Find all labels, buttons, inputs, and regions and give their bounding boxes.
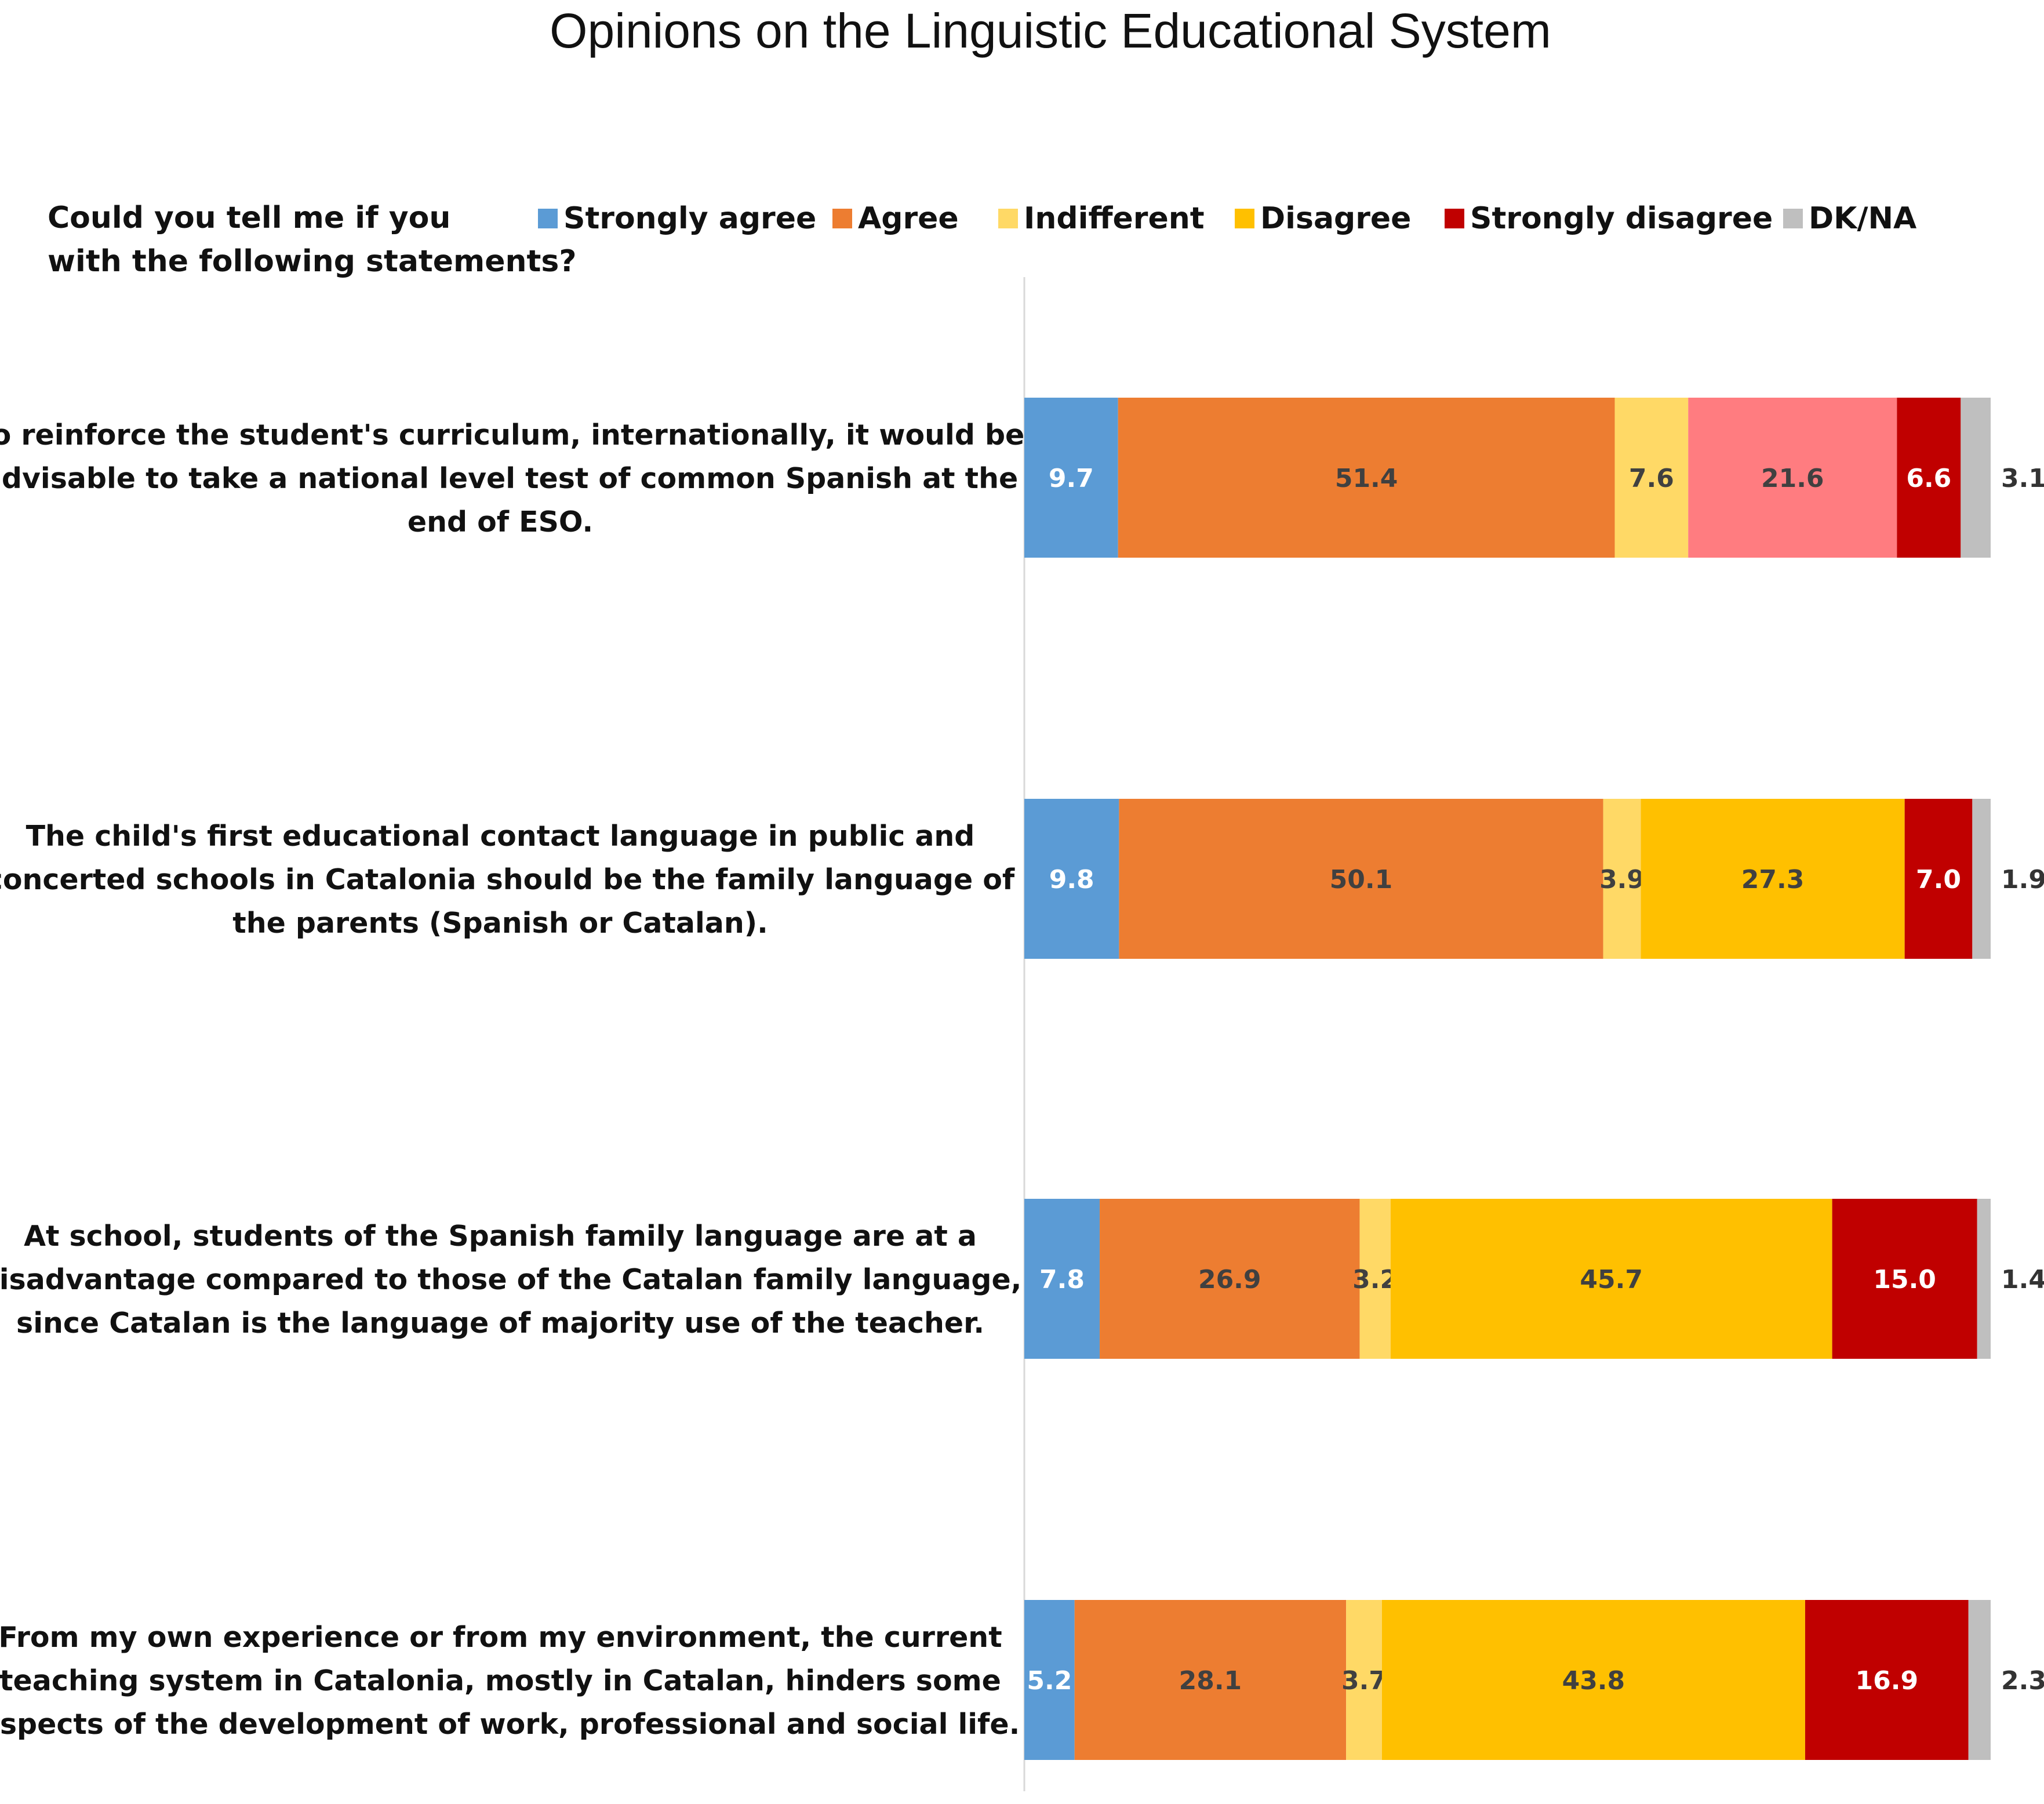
category-label-1-line-1: To reinforce the student's curriculum, i… <box>0 419 1024 452</box>
value-label-1-indifferent: 7.6 <box>1629 464 1674 493</box>
value-label-4-agree: 28.1 <box>1179 1666 1242 1696</box>
bar-segment-3-strongly-disagree <box>1832 1199 1977 1359</box>
value-label-2-dk-na: 1.9 <box>2001 865 2044 894</box>
value-label-1-strongly-disagree: 6.6 <box>1906 464 1951 493</box>
bar-segment-1-strongly-agree <box>1024 398 1118 558</box>
bar-segment-3-dk-na <box>1977 1199 1991 1359</box>
value-label-4-strongly-disagree: 16.9 <box>1856 1666 1919 1696</box>
legend-label-strongly-agree: Strongly agree <box>563 201 816 236</box>
value-label-3-agree: 26.9 <box>1198 1265 1261 1294</box>
bar-segment-2-strongly-disagree <box>1904 799 1973 959</box>
value-label-2-indifferent: 3.9 <box>1599 865 1645 894</box>
bar-segment-4-agree <box>1074 1600 1347 1760</box>
bar-segment-2-disagree <box>1641 799 1905 959</box>
bar-segment-1-disagree <box>1688 398 1897 558</box>
category-label-1-line-2: advisable to take a national level test … <box>0 462 1018 495</box>
category-label-3-line-2: disadvantage compared to those of the Ca… <box>0 1263 1021 1296</box>
value-label-2-disagree: 27.3 <box>1741 865 1805 894</box>
legend-label-strongly-disagree: Strongly disagree <box>1470 201 1773 236</box>
bar-segment-1-agree <box>1118 398 1615 558</box>
bar-segment-3-agree <box>1100 1199 1360 1359</box>
bar-segment-4-disagree <box>1381 1600 1805 1760</box>
value-label-3-strongly-agree: 7.8 <box>1039 1265 1085 1294</box>
bars: To reinforce the student's curriculum, i… <box>0 398 2044 1760</box>
legend-label-agree: Agree <box>858 201 959 236</box>
value-label-4-disagree: 43.8 <box>1562 1666 1625 1696</box>
bar-segment-2-strongly-agree <box>1024 799 1119 959</box>
legend-swatch-strongly-disagree <box>1445 209 1464 228</box>
legend-label-dk-na: DK/NA <box>1809 201 1916 236</box>
legend-swatch-indifferent <box>998 209 1018 228</box>
bar-segment-3-indifferent <box>1359 1199 1391 1359</box>
legend-label-disagree: Disagree <box>1260 201 1411 236</box>
category-label-2-line-1: The child's first educational contact la… <box>26 820 975 853</box>
category-label-4-line-1: From my own experience or from my enviro… <box>0 1621 1002 1654</box>
value-label-3-strongly-disagree: 15.0 <box>1873 1265 1936 1294</box>
category-label-2-line-3: the parents (Spanish or Catalan). <box>232 907 768 940</box>
value-label-1-strongly-agree: 9.7 <box>1049 464 1094 493</box>
value-label-4-dk-na: 2.3 <box>2001 1666 2044 1696</box>
legend-swatch-agree <box>832 209 852 228</box>
bar-segment-1-indifferent <box>1614 398 1689 558</box>
category-label-3-line-3: since Catalan is the language of majorit… <box>16 1307 984 1340</box>
bar-segment-4-strongly-agree <box>1024 1600 1075 1760</box>
category-label-3-line-1: At school, students of the Spanish famil… <box>24 1220 977 1253</box>
bar-segment-2-dk-na <box>1972 799 1991 959</box>
legend-swatch-disagree <box>1235 209 1254 228</box>
bar-segment-4-indifferent <box>1346 1600 1382 1760</box>
legend-swatch-dk-na <box>1783 209 1803 228</box>
category-label-2-line-2: concerted schools in Catalonia should be… <box>0 863 1015 896</box>
value-label-1-agree: 51.4 <box>1335 464 1398 493</box>
category-label-4-line-3: aspects of the development of work, prof… <box>0 1708 1020 1741</box>
bar-segment-1-dk-na <box>1961 398 1991 558</box>
category-label-4-line-2: teaching system in Catalonia, mostly in … <box>0 1664 1001 1697</box>
category-label-1-line-3: end of ESO. <box>408 505 593 539</box>
bar-segment-2-indifferent <box>1603 799 1641 959</box>
value-label-3-indifferent: 3.2 <box>1352 1265 1398 1294</box>
value-label-4-strongly-agree: 5.2 <box>1027 1666 1072 1696</box>
legend: Strongly agree Agree Indifferent Disagree St… <box>538 201 1916 236</box>
value-label-3-disagree: 45.7 <box>1580 1265 1643 1294</box>
value-label-2-strongly-agree: 9.8 <box>1049 865 1094 894</box>
bar-segment-3-strongly-agree <box>1024 1199 1100 1359</box>
value-label-4-indifferent: 3.7 <box>1341 1666 1387 1696</box>
value-label-2-agree: 50.1 <box>1330 865 1393 894</box>
value-label-1-dk-na: 3.1 <box>2001 464 2044 493</box>
bar-segment-3-disagree <box>1390 1199 1832 1359</box>
bar-segment-4-strongly-disagree <box>1805 1600 1969 1760</box>
legend-swatch-strongly-agree <box>538 209 558 228</box>
legend-prompt-line-1: Could you tell me if you <box>48 201 450 235</box>
bar-segment-4-dk-na <box>1968 1600 1991 1760</box>
chart-title: Opinions on the Linguistic Educational S… <box>550 3 1551 58</box>
legend-prompt-line-2: with the following statements? <box>48 244 577 279</box>
value-label-3-dk-na: 1.4 <box>2001 1265 2044 1294</box>
bar-segment-1-strongly-disagree <box>1897 398 1961 558</box>
value-label-2-strongly-disagree: 7.0 <box>1916 865 1961 894</box>
value-label-1-disagree: 21.6 <box>1761 464 1824 493</box>
legend-label-indifferent: Indifferent <box>1024 201 1205 236</box>
bar-segment-2-agree <box>1119 799 1603 959</box>
